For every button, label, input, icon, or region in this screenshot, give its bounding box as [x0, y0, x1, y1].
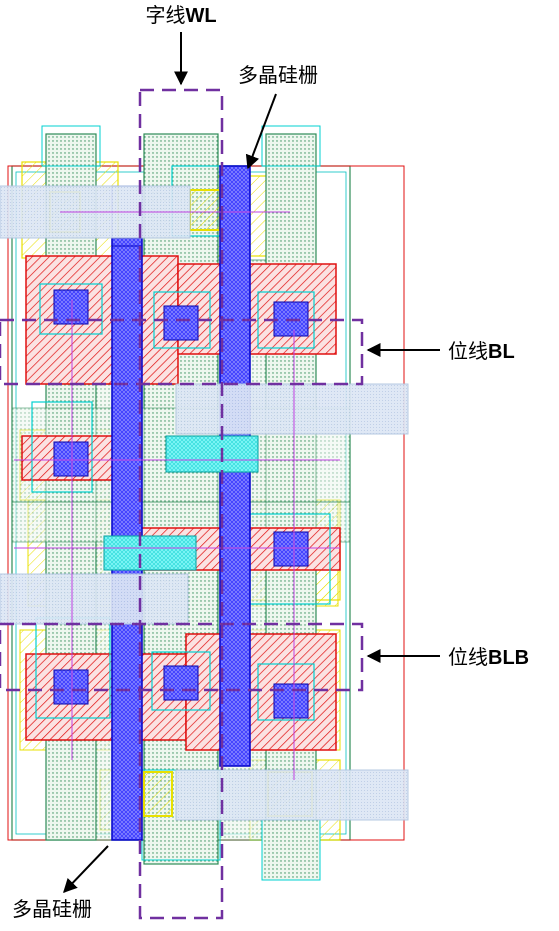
poly-gate-top-arrow [245, 93, 277, 170]
poly-gate-bottom-arrow [63, 845, 109, 894]
poly-gate-top-label: 多晶硅栅 [238, 63, 318, 87]
annotation-arrows [63, 32, 440, 894]
word-line-box [138, 88, 224, 920]
bit-line-label: 位线BL [448, 339, 515, 363]
poly-gate-bottom-label: 多晶硅栅 [12, 897, 92, 921]
bit-line-bar-box [0, 622, 364, 692]
local-interconnect [103, 435, 259, 571]
word-line-label: 字线WL [145, 3, 216, 27]
bit-line-bar-label: 位线BLB [448, 645, 529, 669]
annotation-boxes [0, 88, 364, 920]
thin-routing [14, 211, 340, 780]
bit-line-box [0, 318, 364, 386]
